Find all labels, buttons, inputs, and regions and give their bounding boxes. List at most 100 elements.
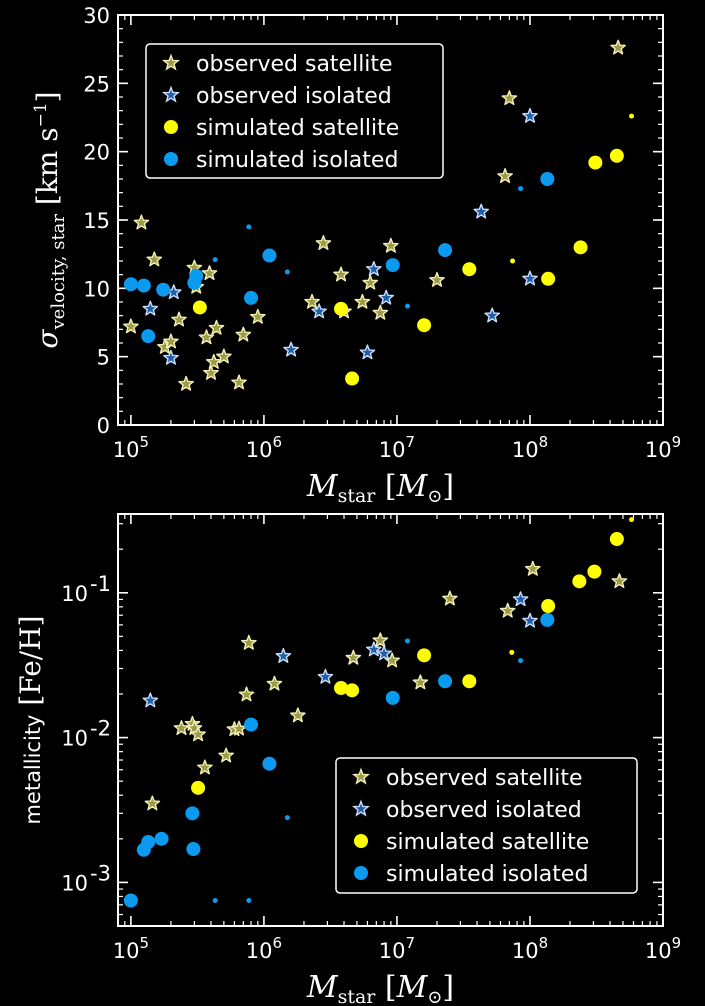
data-point-observed-satellite bbox=[524, 560, 541, 576]
data-point-simulated-satellite bbox=[629, 517, 635, 523]
data-point-simulated-isolated bbox=[212, 257, 218, 263]
data-point-simulated-isolated bbox=[438, 674, 453, 689]
data-point-observed-satellite bbox=[611, 573, 628, 589]
series-simulated-satellite bbox=[192, 113, 635, 386]
data-point-observed-isolated bbox=[473, 203, 490, 219]
legend-box bbox=[335, 757, 638, 894]
data-point-observed-isolated bbox=[142, 692, 159, 708]
data-point-observed-satellite bbox=[208, 319, 225, 335]
y-tick-label: 0 bbox=[97, 414, 110, 438]
x-axis-label: Mstar [M⊙] bbox=[306, 970, 454, 1006]
data-point-observed-isolated bbox=[378, 289, 395, 305]
data-point-observed-satellite bbox=[240, 634, 257, 650]
y-tick-label: 20 bbox=[83, 141, 110, 165]
data-point-observed-satellite bbox=[178, 375, 194, 391]
data-point-observed-satellite bbox=[442, 590, 458, 606]
tick-marks bbox=[118, 14, 664, 426]
data-point-observed-satellite bbox=[315, 235, 332, 250]
data-point-observed-satellite bbox=[333, 266, 349, 282]
legend-label: observed isolated bbox=[386, 798, 582, 823]
y-tick-label: 10 bbox=[61, 727, 88, 751]
data-point-simulated-isolated bbox=[246, 224, 252, 230]
data-point-simulated-satellite bbox=[572, 574, 587, 589]
data-point-simulated-satellite bbox=[509, 649, 515, 655]
legend-marker-observed-satellite bbox=[161, 53, 181, 71]
data-point-observed-isolated bbox=[311, 303, 327, 319]
data-point-simulated-isolated bbox=[284, 269, 290, 275]
x-tick-label: 105 bbox=[113, 934, 149, 963]
y-tick-exponent: -3 bbox=[90, 861, 111, 885]
data-point-observed-satellite bbox=[235, 326, 252, 342]
legend-marker-simulated-satellite bbox=[164, 120, 178, 134]
data-point-observed-satellite bbox=[429, 271, 445, 287]
data-point-simulated-satellite bbox=[345, 683, 360, 698]
data-point-simulated-isolated bbox=[154, 831, 169, 846]
data-point-observed-satellite bbox=[133, 214, 150, 230]
data-point-simulated-satellite bbox=[334, 681, 349, 696]
y-tick-label: 25 bbox=[83, 72, 110, 96]
data-point-simulated-satellite bbox=[510, 258, 516, 264]
data-point-simulated-isolated bbox=[540, 612, 555, 627]
data-point-observed-satellite bbox=[146, 251, 163, 267]
data-point-simulated-satellite bbox=[345, 371, 360, 386]
legend-label: simulated satellite bbox=[196, 116, 399, 141]
data-point-observed-satellite bbox=[238, 686, 255, 702]
y-axis-label: metallicity [Fe/H] bbox=[14, 615, 47, 824]
data-point-observed-isolated bbox=[522, 270, 538, 286]
data-point-observed-satellite bbox=[372, 632, 389, 648]
data-point-observed-satellite bbox=[203, 364, 219, 380]
data-point-simulated-satellite bbox=[191, 780, 206, 795]
x-axis-label: Mstar [M⊙] bbox=[306, 469, 454, 507]
data-point-observed-satellite bbox=[250, 308, 266, 324]
data-point-simulated-satellite bbox=[609, 148, 624, 163]
y-axis-label: σvelocity, star [km s−1] bbox=[31, 91, 69, 348]
data-point-observed-satellite bbox=[123, 318, 139, 334]
x-tick-label: 105 bbox=[113, 433, 149, 462]
y-tick-label: 10 bbox=[61, 582, 88, 606]
data-point-observed-isolated bbox=[275, 647, 292, 663]
data-point-observed-satellite bbox=[412, 674, 429, 690]
data-point-simulated-isolated bbox=[262, 248, 277, 263]
data-point-observed-isolated bbox=[142, 300, 159, 316]
series-observed-satellite bbox=[144, 560, 628, 811]
data-point-observed-isolated bbox=[283, 341, 299, 357]
data-point-observed-satellite bbox=[163, 333, 179, 349]
data-point-simulated-isolated bbox=[185, 806, 200, 821]
data-point-observed-satellite bbox=[197, 759, 213, 775]
data-point-simulated-isolated bbox=[518, 658, 524, 664]
legend-label: simulated satellite bbox=[386, 830, 589, 855]
y-tick-label: 5 bbox=[97, 346, 110, 370]
y-tick-label: 10 bbox=[61, 871, 88, 895]
data-point-simulated-isolated bbox=[141, 329, 156, 344]
y-tick-label: 15 bbox=[83, 209, 110, 233]
data-point-simulated-satellite bbox=[462, 674, 477, 689]
data-point-simulated-isolated bbox=[123, 893, 138, 908]
legend-label: observed satellite bbox=[386, 766, 583, 791]
data-point-observed-satellite bbox=[501, 90, 518, 106]
data-point-simulated-isolated bbox=[141, 835, 156, 850]
panel-velocity: 105 106 107 108 109 0 5 10 15 20 25 30 observed sate… bbox=[31, 4, 681, 507]
data-point-simulated-isolated bbox=[518, 186, 524, 192]
series-simulated-isolated bbox=[123, 172, 555, 344]
x-tick-label: 107 bbox=[379, 934, 415, 963]
data-point-simulated-isolated bbox=[244, 717, 259, 732]
data-point-simulated-isolated bbox=[284, 815, 290, 821]
data-point-simulated-satellite bbox=[417, 318, 432, 333]
legend-marker-observed-isolated bbox=[351, 799, 371, 817]
data-point-observed-satellite bbox=[205, 353, 222, 369]
data-point-simulated-satellite bbox=[629, 113, 635, 119]
data-point-simulated-isolated bbox=[438, 243, 453, 258]
data-point-observed-satellite bbox=[345, 649, 362, 665]
data-point-observed-isolated bbox=[365, 261, 382, 276]
data-point-simulated-satellite bbox=[334, 301, 349, 316]
y-tick-label: 10 bbox=[83, 277, 110, 301]
data-point-simulated-isolated bbox=[156, 282, 171, 297]
x-tick-label: 109 bbox=[645, 433, 681, 462]
y-tick-exponent: -2 bbox=[90, 717, 111, 741]
data-point-observed-isolated bbox=[512, 591, 529, 607]
data-point-simulated-satellite bbox=[588, 155, 603, 170]
data-point-observed-satellite bbox=[610, 39, 626, 55]
legend-marker-simulated-isolated bbox=[354, 866, 368, 880]
data-point-simulated-satellite bbox=[541, 271, 556, 286]
legend-marker-simulated-satellite bbox=[354, 834, 368, 848]
